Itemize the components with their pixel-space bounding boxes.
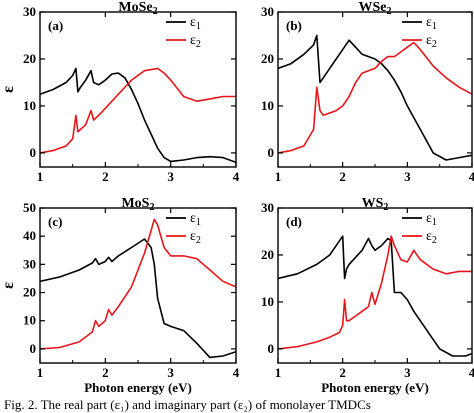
series-line-1 — [40, 67, 236, 164]
series-line-1 — [40, 238, 236, 359]
y-tick-label: 30 — [261, 4, 274, 19]
legend-entry: ε1 — [190, 15, 201, 32]
x-tick-label: 4 — [233, 169, 240, 184]
plot-frame — [39, 207, 237, 364]
x-tick-label: 4 — [469, 365, 474, 380]
x-tick-label: 4 — [469, 169, 474, 184]
x-tick-label: 3 — [167, 365, 174, 380]
x-tick-label: 2 — [339, 365, 346, 380]
y-axis-label: ε — [0, 86, 17, 93]
y-axis-label: ε — [0, 282, 17, 289]
x-tick-label: 2 — [102, 365, 109, 380]
plot-frame — [277, 207, 473, 364]
panel-title: MoSe2 — [118, 0, 157, 17]
y-tick-label: 10 — [261, 294, 274, 309]
y-tick-label: 30 — [23, 256, 36, 271]
x-tick-label: 1 — [275, 169, 282, 184]
x-tick-label: 2 — [102, 169, 109, 184]
x-tick-label: 3 — [404, 365, 411, 380]
panel-title: MoS2 — [121, 196, 154, 213]
y-tick-label: 10 — [261, 98, 274, 113]
y-tick-label: 10 — [23, 313, 36, 328]
panel-label: (d) — [286, 214, 302, 229]
y-tick-label: 10 — [23, 98, 36, 113]
legend-entry: ε2 — [426, 229, 437, 246]
y-tick-label: 40 — [23, 228, 36, 243]
panel-label: (c) — [48, 214, 62, 229]
legend-entry: ε1 — [426, 211, 437, 228]
x-tick-label: 4 — [233, 365, 240, 380]
legend-entry: ε1 — [426, 15, 437, 32]
series-line-2 — [40, 67, 236, 154]
legend-entry: ε2 — [190, 229, 201, 246]
y-tick-label: 20 — [23, 285, 36, 300]
x-tick-label: 2 — [339, 169, 346, 184]
y-tick-label: 30 — [23, 4, 36, 19]
y-tick-label: 0 — [268, 341, 275, 356]
x-axis-label: Photon energy (eV) — [321, 380, 429, 395]
series-line-2 — [40, 218, 236, 350]
x-axis-label: Photon energy (eV) — [84, 380, 192, 395]
y-tick-label: 20 — [261, 51, 274, 66]
x-tick-label: 3 — [167, 169, 174, 184]
plot-frame — [39, 11, 237, 168]
y-tick-label: 50 — [23, 200, 36, 215]
panel-title: WSe2 — [358, 0, 391, 17]
x-tick-label: 1 — [37, 365, 44, 380]
panel-label: (b) — [286, 18, 302, 33]
y-tick-label: 0 — [30, 145, 37, 160]
legend-entry: ε2 — [426, 33, 437, 50]
y-tick-label: 20 — [23, 51, 36, 66]
panel-title: WS2 — [362, 196, 389, 213]
series-line-1 — [278, 235, 472, 357]
series-line-1 — [278, 34, 472, 161]
y-tick-label: 0 — [268, 145, 275, 160]
figure-caption: Fig. 2. The real part (ε₁) and imaginary… — [4, 397, 371, 412]
legend-entry: ε1 — [190, 211, 201, 228]
panel-label: (a) — [48, 18, 63, 33]
x-tick-label: 3 — [404, 169, 411, 184]
x-tick-label: 1 — [37, 169, 44, 184]
y-tick-label: 0 — [30, 341, 37, 356]
y-tick-label: 20 — [261, 247, 274, 262]
legend-entry: ε2 — [190, 33, 201, 50]
plot-frame — [277, 11, 473, 168]
x-tick-label: 1 — [275, 365, 282, 380]
y-tick-label: 30 — [261, 200, 274, 215]
series-line-2 — [278, 41, 472, 154]
series-line-2 — [278, 235, 472, 350]
